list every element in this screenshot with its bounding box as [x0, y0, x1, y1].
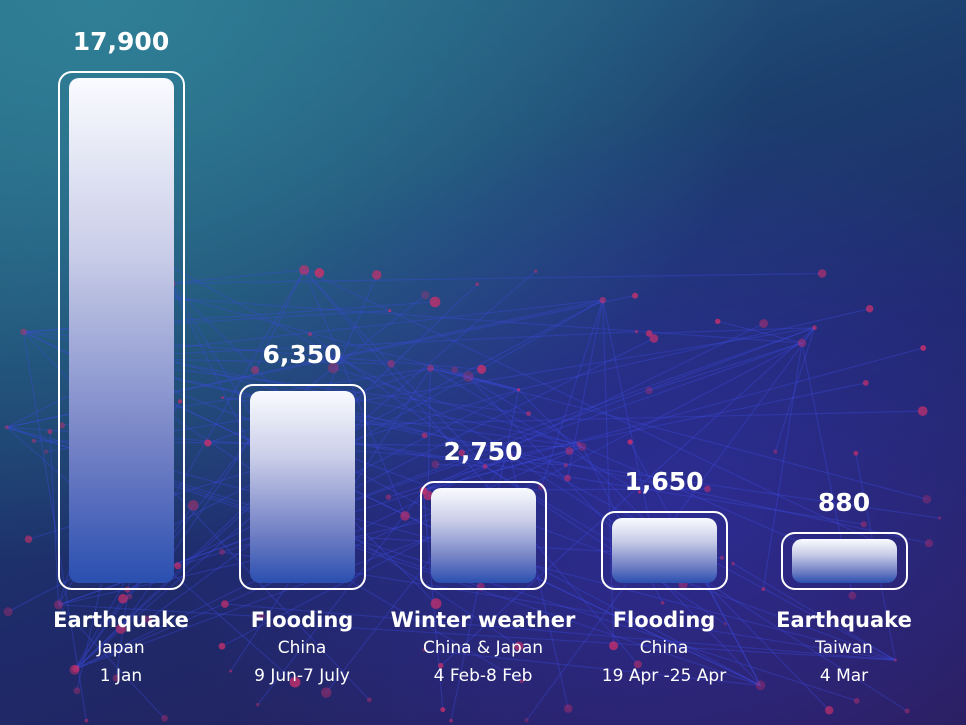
bar [238, 383, 366, 590]
bar [57, 70, 185, 590]
category-location: China [277, 638, 327, 658]
data-label: 1,650 [624, 467, 704, 497]
bar [419, 481, 547, 590]
category-date: 4 Feb-8 Feb [433, 666, 533, 686]
bar-fill [611, 518, 717, 583]
category-date: 9 Jun-7 July [254, 666, 350, 686]
category-event: Winter weather [390, 608, 576, 632]
bar [780, 532, 908, 590]
bar-fill [791, 539, 897, 583]
bar-fill [68, 77, 174, 583]
category-event: Earthquake [776, 608, 912, 632]
category-label: Flooding China 9 Jun-7 July [202, 606, 402, 690]
category-location: Taiwan [815, 638, 873, 658]
data-label: 6,350 [262, 339, 342, 369]
data-label: 2,750 [443, 437, 523, 467]
data-label: 17,900 [72, 26, 170, 56]
category-label: Flooding China 19 Apr -25 Apr [564, 606, 764, 690]
category-location: China [639, 638, 689, 658]
category-label: Winter weather China & Japan 4 Feb-8 Feb [383, 606, 583, 690]
category-event: Earthquake [53, 608, 189, 632]
category-label: Earthquake Taiwan 4 Mar [744, 606, 944, 690]
bar [600, 511, 728, 590]
category-date: 4 Mar [819, 666, 869, 686]
category-event: Flooding [250, 608, 354, 632]
category-date: 1 Jan [99, 666, 143, 686]
category-event: Flooding [612, 608, 716, 632]
category-location: China & Japan [422, 638, 544, 658]
data-label: 880 [817, 488, 871, 518]
category-location: Japan [97, 638, 145, 658]
category-date: 19 Apr -25 Apr [601, 666, 727, 686]
bar-fill [249, 390, 355, 583]
bar-fill [430, 488, 536, 583]
category-label: Earthquake Japan 1 Jan [21, 606, 221, 690]
